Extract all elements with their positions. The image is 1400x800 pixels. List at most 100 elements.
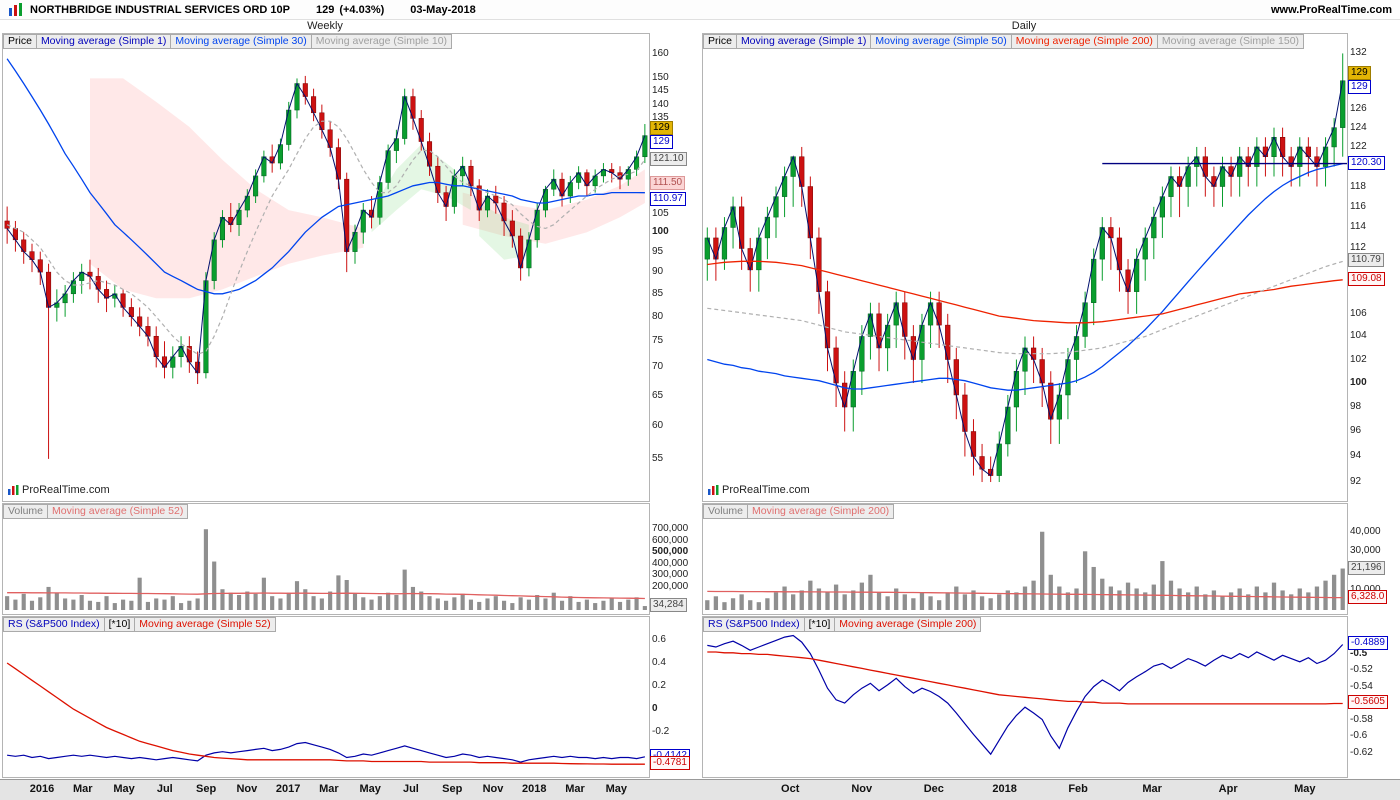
y-axis-tick: 300,000	[652, 569, 689, 581]
y-axis-tick: -0.5	[1350, 647, 1368, 659]
y-axis-tick: 140	[652, 98, 669, 110]
axis-value-box: 110.79	[1348, 253, 1384, 268]
axis-value-box: 129	[650, 134, 673, 149]
daily-rs-legend: RS (S&P500 Index) [*10] Moving average (Si…	[703, 617, 982, 632]
y-axis-tick: 60	[652, 419, 664, 431]
y-axis-tick: 160	[652, 47, 669, 59]
legend-item[interactable]: [*10]	[103, 617, 136, 632]
legend-item[interactable]: Moving average (Simple 200)	[747, 504, 895, 519]
y-axis-tick: 40,000	[1350, 525, 1381, 537]
axis-value-box: -0.4142	[650, 748, 690, 763]
axis-value-box: 121.10	[650, 151, 687, 166]
weekly-volume-plot	[5, 529, 647, 610]
legend-item[interactable]: RS (S&P500 Index)	[3, 617, 105, 632]
weekly-rs-plot	[6, 662, 646, 765]
y-axis-tick: 75	[652, 335, 664, 347]
header: NORTHBRIDGE INDUSTRIAL SERVICES ORD 10P …	[0, 0, 1400, 20]
weekly-rs-panel[interactable]	[2, 616, 650, 778]
y-axis-tick: 90	[652, 266, 664, 278]
daily-volume-plot	[705, 531, 1345, 610]
y-axis-tick: 104	[1350, 330, 1367, 342]
legend-item[interactable]: Moving average (Simple 200)	[834, 617, 982, 632]
legend-item[interactable]: Moving average (Simple 52)	[134, 617, 276, 632]
y-axis-tick: 0.2	[652, 680, 666, 692]
y-axis-tick: -0.6	[1350, 730, 1368, 742]
y-axis-tick: 65	[652, 389, 664, 401]
legend-item[interactable]: Volume	[3, 504, 49, 519]
y-axis-tick: 0	[652, 703, 658, 715]
prt-watermark-icon	[8, 485, 19, 495]
legend-item[interactable]: Price	[703, 34, 737, 49]
axis-value-box: 120.30	[1348, 155, 1385, 170]
axis-value-box: 110.97	[650, 191, 686, 206]
y-axis-tick: 20,000	[1350, 564, 1381, 576]
daily-price-legend: Price Moving average (Simple 1) Moving ave…	[703, 34, 1305, 49]
legend-item[interactable]: Price	[3, 34, 37, 49]
price-change: (+4.03%)	[339, 3, 385, 16]
y-axis-tick: 112	[1350, 242, 1366, 254]
y-axis-tick: 500,000	[652, 546, 689, 558]
y-axis-tick: 0.4	[652, 656, 666, 668]
legend-item[interactable]: Moving average (Simple 30)	[170, 34, 312, 49]
daily-price-panel[interactable]	[702, 33, 1348, 502]
y-axis-tick: 135	[652, 112, 669, 124]
axis-value-box: 129	[1348, 65, 1371, 80]
axis-value-box: 34,284	[650, 598, 687, 613]
y-axis-tick: 94	[1350, 450, 1362, 462]
weekly-watermark: ProRealTime.com	[8, 484, 110, 496]
daily-watermark: ProRealTime.com	[708, 484, 810, 496]
y-axis-tick: 80	[652, 310, 664, 322]
site-link[interactable]: www.ProRealTime.com	[1270, 3, 1392, 16]
legend-item[interactable]: RS (S&P500 Index)	[703, 617, 805, 632]
y-axis-tick: 85	[652, 287, 664, 299]
symbol-title: NORTHBRIDGE INDUSTRIAL SERVICES ORD 10P	[30, 3, 290, 16]
y-axis-tick: 126	[1350, 102, 1367, 114]
legend-item[interactable]: [*10]	[803, 617, 836, 632]
y-axis-tick: 0.6	[652, 633, 666, 645]
legend-item[interactable]: Moving average (Simple 10)	[310, 34, 453, 49]
legend-item[interactable]: Moving average (Simple 1)	[35, 34, 172, 49]
axis-value-box: 109.08	[1348, 271, 1385, 286]
y-axis-tick: 145	[652, 85, 669, 97]
daily-rs-panel[interactable]	[702, 616, 1348, 778]
weekly-chart-title: Weekly	[307, 20, 343, 32]
y-axis-tick: 95	[652, 245, 664, 257]
daily-price-plot	[704, 53, 1347, 483]
y-axis-tick: 124	[1350, 121, 1367, 133]
y-axis-tick: -0.2	[652, 726, 670, 738]
y-axis-tick: 102	[1350, 353, 1367, 365]
y-axis-tick: 132	[1350, 47, 1367, 59]
y-axis-tick: 98	[1350, 401, 1362, 413]
legend-item[interactable]: Moving average (Simple 150)	[1156, 34, 1305, 49]
legend-item[interactable]: Moving average (Simple 52)	[47, 504, 189, 519]
daily-chart-title: Daily	[1011, 20, 1037, 32]
y-axis-tick: 30,000	[1350, 545, 1381, 557]
y-axis-tick: 118	[1350, 180, 1366, 192]
quote-date: 03-May-2018	[410, 3, 476, 16]
y-axis-tick: 116	[1350, 200, 1366, 212]
y-axis-tick: 10,000	[1350, 584, 1381, 596]
y-axis-tick: -0.54	[1350, 680, 1373, 692]
weekly-volume-panel[interactable]	[2, 503, 650, 615]
axis-value-box: 111.50	[650, 175, 686, 190]
watermark-text: ProRealTime.com	[22, 484, 110, 496]
y-axis-tick: 105	[652, 207, 669, 219]
legend-item[interactable]: Moving average (Simple 1)	[735, 34, 872, 49]
legend-item[interactable]: Moving average (Simple 200)	[1010, 34, 1158, 49]
legend-item[interactable]: Moving average (Simple 50)	[870, 34, 1012, 49]
time-axis-strip[interactable]	[0, 779, 1400, 800]
daily-volume-legend: Volume Moving average (Simple 200)	[703, 504, 895, 519]
y-axis-tick: 92	[1350, 476, 1362, 488]
y-axis-tick: 114	[1350, 221, 1366, 233]
legend-item[interactable]: Volume	[703, 504, 749, 519]
y-axis-tick: 200,000	[652, 580, 689, 592]
axis-value-box: -0.5605	[1348, 695, 1388, 710]
weekly-rs-legend: RS (S&P500 Index) [*10] Moving average (Si…	[3, 617, 276, 632]
weekly-price-panel[interactable]	[2, 33, 650, 502]
y-axis-tick: 100	[652, 226, 669, 238]
y-axis-tick: 600,000	[652, 534, 689, 546]
y-axis-tick: 400,000	[652, 557, 689, 569]
y-axis-tick: 70	[652, 361, 664, 373]
daily-volume-panel[interactable]	[702, 503, 1348, 615]
daily-rs-plot	[707, 634, 1344, 756]
